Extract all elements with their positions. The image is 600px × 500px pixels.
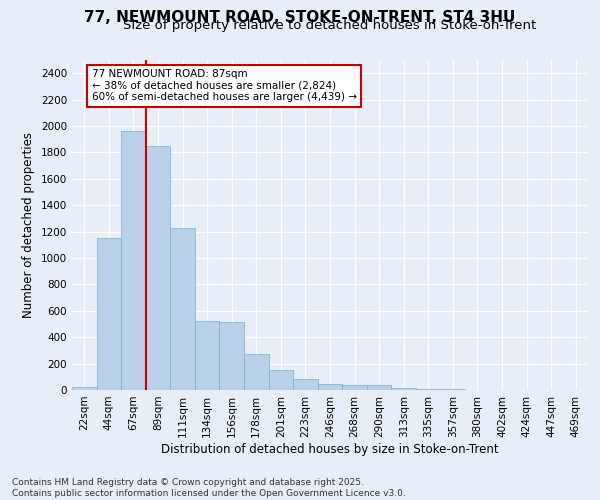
Bar [97,238,121,390]
Bar [121,132,146,390]
Title: Size of property relative to detached houses in Stoke-on-Trent: Size of property relative to detached ho… [124,20,536,32]
Bar [72,386,97,390]
Bar [220,322,244,390]
Bar [391,388,416,390]
Text: 77, NEWMOUNT ROAD, STOKE-ON-TRENT, ST4 3HU: 77, NEWMOUNT ROAD, STOKE-ON-TRENT, ST4 3… [85,10,515,25]
Bar [416,389,440,390]
Text: Contains HM Land Registry data © Crown copyright and database right 2025.
Contai: Contains HM Land Registry data © Crown c… [12,478,406,498]
Bar [293,379,318,390]
Text: 77 NEWMOUNT ROAD: 87sqm
← 38% of detached houses are smaller (2,824)
60% of semi: 77 NEWMOUNT ROAD: 87sqm ← 38% of detache… [92,69,356,102]
Bar [318,384,342,390]
Bar [342,384,367,390]
Bar [367,386,391,390]
Y-axis label: Number of detached properties: Number of detached properties [22,132,35,318]
Bar [244,354,269,390]
Bar [170,228,195,390]
X-axis label: Distribution of detached houses by size in Stoke-on-Trent: Distribution of detached houses by size … [161,442,499,456]
Bar [195,322,220,390]
Bar [269,370,293,390]
Bar [146,146,170,390]
